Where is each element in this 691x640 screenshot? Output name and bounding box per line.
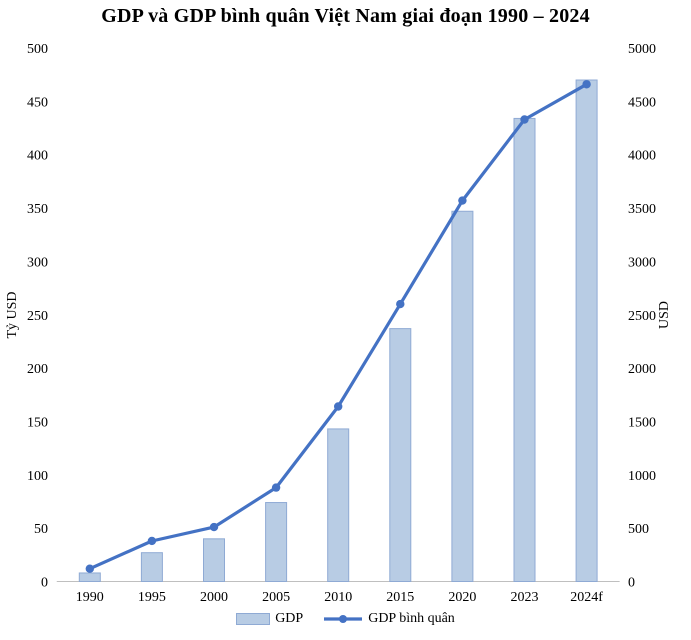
right-axis-tick: 3500	[628, 202, 656, 217]
right-axis-tick: 0	[628, 576, 635, 591]
left-axis-tick: 200	[27, 362, 48, 377]
line-point-2000	[209, 522, 219, 532]
legend-item-gdp: GDP	[236, 611, 303, 627]
line-point-2020	[458, 196, 467, 205]
x-axis-label: 2015	[386, 590, 414, 605]
left-axis-tick: 150	[27, 415, 48, 430]
left-axis-tick: 50	[34, 522, 48, 537]
gdp-bar-2005	[265, 502, 288, 582]
right-axis-tick: 2000	[628, 362, 656, 377]
gdp-bar-1995	[140, 552, 163, 582]
x-axis-label: 1995	[138, 590, 166, 605]
line-point-2005	[271, 483, 281, 492]
legend: GDP GDP bình quân	[0, 611, 691, 627]
gdp-bar-1990	[78, 572, 101, 582]
line-swatch-icon	[324, 615, 363, 623]
legend-item-gdp-binh-quan: GDP bình quân	[323, 611, 455, 627]
left-axis-tick: 450	[27, 95, 48, 110]
left-axis-title: Tỷ USD	[5, 291, 20, 338]
right-axis-tick: 3000	[628, 255, 656, 270]
right-axis-tick: 2500	[628, 309, 656, 324]
legend-label-gdp-binh-quan: GDP bình quân	[368, 611, 455, 626]
chart-title: GDP và GDP bình quân Việt Nam giai đoạn …	[101, 5, 590, 27]
x-axis-label: 2010	[324, 590, 352, 605]
left-axis-tick: 0	[41, 576, 48, 591]
gdp-bar-2010	[327, 428, 350, 582]
left-axis-tick: 300	[27, 255, 48, 270]
x-axis-label: 2024f	[570, 590, 603, 605]
left-axis-tick: 100	[27, 469, 48, 484]
right-axis-tick: 500	[628, 522, 649, 537]
left-axis-tick: 400	[27, 149, 48, 164]
line-point-2015	[396, 299, 405, 309]
legend-label-gdp: GDP	[275, 611, 304, 626]
line-point-1990	[85, 564, 95, 573]
line-point-2010	[334, 402, 343, 411]
x-axis-label: 2020	[448, 590, 476, 605]
x-axis-label: 2005	[262, 590, 290, 605]
right-axis-tick: 5000	[628, 42, 656, 57]
x-axis-label: 1990	[76, 590, 104, 605]
right-axis-tick: 4000	[628, 149, 656, 164]
gdp-bar-2020	[451, 210, 474, 582]
gdp-bar-2000	[203, 538, 225, 583]
left-axis-tick: 500	[27, 42, 48, 57]
line-point-2024f	[582, 80, 591, 89]
right-axis-tick: 4500	[628, 95, 656, 110]
x-axis-label: 2000	[200, 590, 228, 605]
line-point-1995	[147, 536, 157, 546]
gdp-bar-2023	[513, 117, 536, 582]
x-axis-label: 2023	[511, 590, 539, 605]
line-point-2023	[520, 115, 529, 124]
bar-swatch-icon	[236, 613, 271, 625]
left-axis-tick: 350	[27, 202, 48, 217]
right-axis-title: USD	[657, 301, 672, 329]
right-axis-tick: 1000	[628, 469, 656, 484]
left-axis-tick: 250	[27, 309, 48, 324]
gdp-bar-2024f	[575, 79, 598, 582]
right-axis-tick: 1500	[628, 415, 656, 430]
gdp-bar-2015	[389, 328, 412, 582]
